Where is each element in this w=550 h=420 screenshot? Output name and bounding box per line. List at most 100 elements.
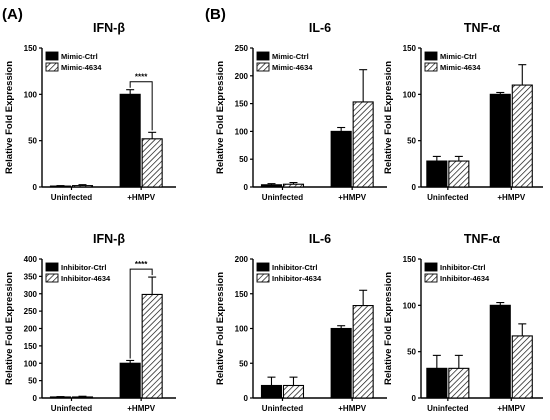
y-axis-label: Relative Fold Expression bbox=[383, 61, 394, 174]
bar-2-2 bbox=[511, 84, 533, 188]
bar-2-2 bbox=[352, 305, 374, 399]
legend-swatch bbox=[256, 273, 270, 283]
legend-label: Mimic-Ctrl bbox=[61, 52, 98, 61]
charts-group: IFN-β Relative Fold Expression 0 50 100 150 Un… bbox=[4, 21, 543, 413]
y-tick-label: 400 bbox=[24, 255, 38, 264]
legend-label: Inhibitor-4634 bbox=[61, 274, 111, 283]
x-category-label: +HMPV bbox=[497, 404, 525, 413]
y-axis-label: Relative Fold Expression bbox=[215, 272, 226, 385]
significance-bracket bbox=[129, 81, 153, 131]
bar-1-1 bbox=[260, 184, 283, 188]
chart-6: TNF-α Relative Fold Expression 0 50 100 150 Un… bbox=[383, 232, 543, 413]
chart-title: TNF-α bbox=[464, 21, 500, 35]
chart-title: TNF-α bbox=[464, 232, 500, 246]
legend-label: Inhibitor-4634 bbox=[272, 274, 322, 283]
y-tick-label: 300 bbox=[24, 290, 38, 299]
y-tick-label: 100 bbox=[403, 90, 417, 99]
bar-2-1 bbox=[71, 185, 94, 188]
bar-2-2 bbox=[141, 293, 163, 399]
y-tick-label: 50 bbox=[28, 377, 37, 386]
y-tick-label: 0 bbox=[244, 394, 249, 403]
bar-1-1 bbox=[426, 160, 448, 188]
y-tick-label: 350 bbox=[24, 272, 38, 281]
bar-2-2 bbox=[511, 335, 533, 399]
legend-label: Inhibitor-Ctrl bbox=[440, 263, 485, 272]
y-tick-label: 50 bbox=[407, 137, 416, 146]
y-tick-label: 0 bbox=[412, 183, 417, 192]
y-tick-label: 50 bbox=[28, 137, 37, 146]
bar-1-2 bbox=[119, 93, 141, 188]
y-tick-label: 0 bbox=[412, 394, 417, 403]
bar-1-2 bbox=[330, 130, 352, 188]
legend-swatch bbox=[424, 273, 438, 283]
bar-1-1 bbox=[260, 384, 283, 399]
y-tick-label: 50 bbox=[239, 359, 248, 368]
legend-label: Inhibitor-Ctrl bbox=[61, 263, 106, 272]
y-axis-label: Relative Fold Expression bbox=[383, 272, 394, 385]
y-tick-label: 150 bbox=[235, 290, 249, 299]
legend-label: Mimic-4634 bbox=[440, 63, 481, 72]
chart-4: IFN-β Relative Fold Expression 0 50 100 150 20… bbox=[4, 232, 176, 413]
x-category-label: +HMPV bbox=[497, 193, 525, 202]
bar-1-2 bbox=[489, 304, 511, 399]
legend-swatch bbox=[45, 262, 59, 272]
y-tick-label: 0 bbox=[33, 394, 38, 403]
significance-label: **** bbox=[135, 73, 148, 82]
legend-label: Mimic-4634 bbox=[61, 63, 102, 72]
panel-label-b: (B) bbox=[205, 6, 226, 23]
x-category-label: +HMPV bbox=[127, 404, 155, 413]
x-category-label: Uninfected bbox=[51, 404, 92, 413]
significance-label: **** bbox=[135, 260, 148, 269]
chart-title: IL-6 bbox=[309, 232, 331, 246]
x-category-label: +HMPV bbox=[127, 193, 155, 202]
legend-swatch bbox=[424, 51, 438, 61]
legend-label: Mimic-4634 bbox=[272, 63, 313, 72]
y-tick-label: 50 bbox=[407, 348, 416, 357]
bar-2-1 bbox=[71, 396, 94, 399]
bar-1-2 bbox=[119, 362, 141, 399]
chart-title: IFN-β bbox=[93, 232, 125, 246]
x-category-label: Uninfected bbox=[262, 404, 303, 413]
x-category-label: Uninfected bbox=[427, 193, 468, 202]
legend-label: Mimic-Ctrl bbox=[272, 52, 309, 61]
bar-2-1 bbox=[448, 160, 470, 188]
y-tick-label: 0 bbox=[33, 183, 38, 192]
y-tick-label: 100 bbox=[403, 301, 417, 310]
y-tick-label: 100 bbox=[235, 325, 249, 334]
y-tick-label: 150 bbox=[403, 44, 417, 53]
chart-title: IL-6 bbox=[309, 21, 331, 35]
y-axis-label: Relative Fold Expression bbox=[215, 61, 226, 174]
chart-title: IFN-β bbox=[93, 21, 125, 35]
y-tick-label: 150 bbox=[235, 100, 249, 109]
y-tick-label: 100 bbox=[235, 127, 249, 136]
x-category-label: +HMPV bbox=[338, 193, 366, 202]
chart-5: IL-6 Relative Fold Expression 0 50 100 150 200… bbox=[215, 232, 387, 413]
panel-label-a: (A) bbox=[2, 6, 23, 23]
y-tick-label: 100 bbox=[24, 90, 38, 99]
y-axis-label: Relative Fold Expression bbox=[4, 61, 15, 174]
legend-swatch bbox=[424, 62, 438, 72]
legend-swatch bbox=[256, 262, 270, 272]
legend-swatch bbox=[256, 62, 270, 72]
chart-1: IFN-β Relative Fold Expression 0 50 100 150 Un… bbox=[4, 21, 176, 202]
y-tick-label: 200 bbox=[235, 255, 249, 264]
bar-1-2 bbox=[489, 93, 511, 188]
y-tick-label: 200 bbox=[235, 72, 249, 81]
x-category-label: Uninfected bbox=[51, 193, 92, 202]
legend-swatch bbox=[45, 62, 59, 72]
y-tick-label: 150 bbox=[24, 342, 38, 351]
legend-label: Mimic-Ctrl bbox=[440, 52, 477, 61]
y-tick-label: 50 bbox=[239, 155, 248, 164]
y-axis-label: Relative Fold Expression bbox=[4, 272, 15, 385]
x-category-label: Uninfected bbox=[427, 404, 468, 413]
bar-2-1 bbox=[448, 367, 470, 399]
bar-2-1 bbox=[282, 384, 305, 399]
y-tick-label: 0 bbox=[244, 183, 249, 192]
legend-label: Inhibitor-Ctrl bbox=[272, 263, 317, 272]
bar-2-2 bbox=[141, 138, 163, 188]
legend-swatch bbox=[424, 262, 438, 272]
chart-2: IL-6 Relative Fold Expression 0 50 100 150 200… bbox=[215, 21, 387, 202]
legend-swatch bbox=[256, 51, 270, 61]
y-tick-label: 150 bbox=[24, 44, 38, 53]
